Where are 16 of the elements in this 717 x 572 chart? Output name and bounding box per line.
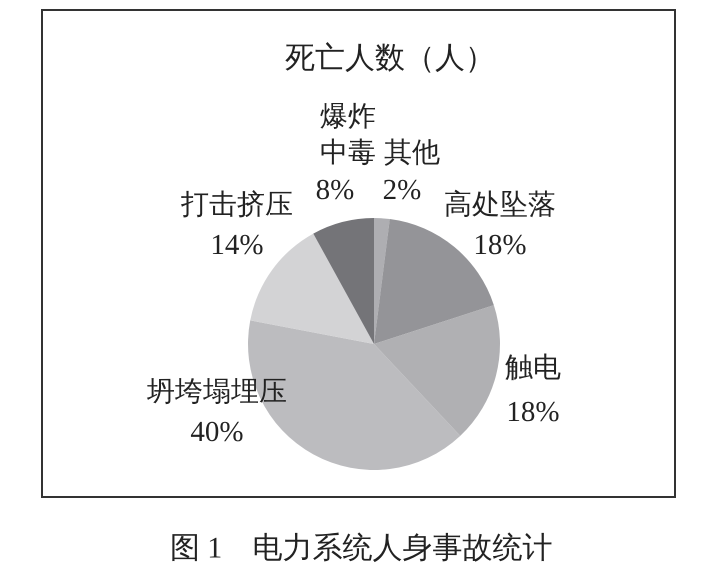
- slice-label: 坍垮塌埋压: [146, 376, 287, 408]
- data-label: 18%: [473, 229, 527, 261]
- slice-label: 触电: [505, 352, 561, 384]
- pie-slice: [374, 218, 390, 344]
- chart-title: 死亡人数（人）: [285, 42, 495, 74]
- data-label: 18%: [506, 396, 560, 428]
- slice-label: 爆炸中毒: [320, 102, 376, 168]
- data-label: 8%: [316, 174, 354, 206]
- data-label: 2%: [382, 174, 422, 206]
- data-label: 14%: [210, 229, 264, 261]
- data-label: 40%: [190, 416, 244, 448]
- caption: 图 1 电力系统人身事故统计: [170, 532, 552, 564]
- slice-label: 打击挤压: [180, 190, 293, 220]
- slice-label: 其他: [384, 138, 440, 168]
- slice-label: 高处坠落: [444, 190, 556, 220]
- pie-slice: [313, 218, 374, 344]
